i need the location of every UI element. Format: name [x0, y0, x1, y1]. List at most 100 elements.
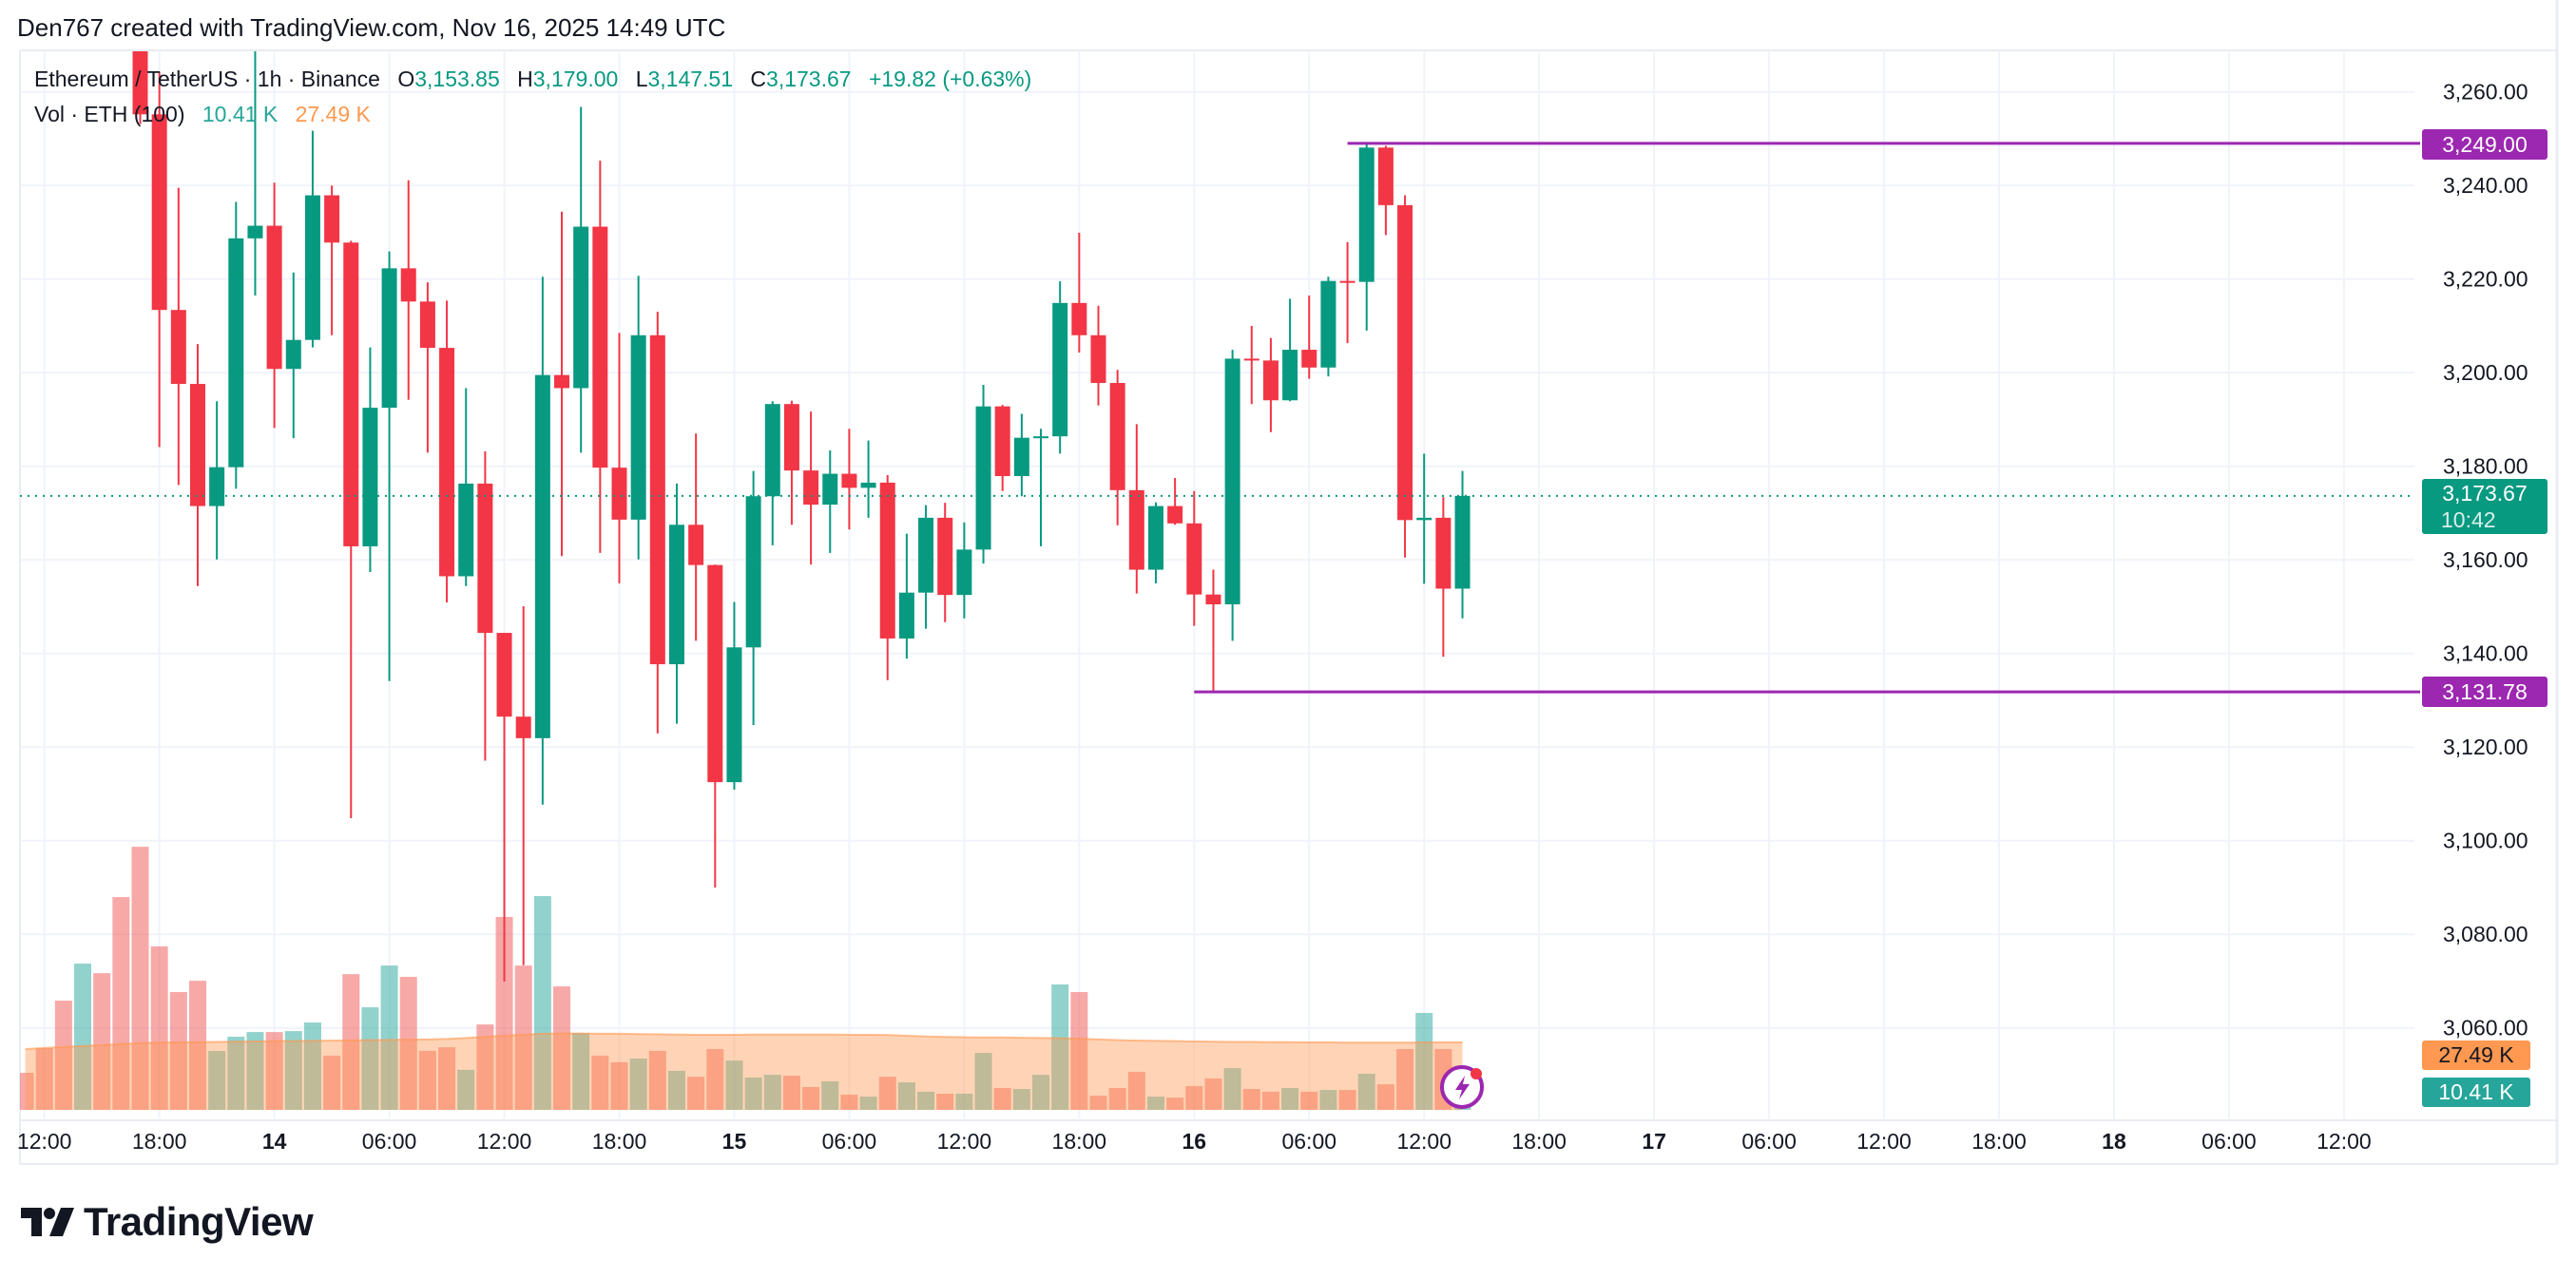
volume-bar [802, 1086, 820, 1110]
volume-bar [1185, 1085, 1203, 1110]
volume-bar [610, 1061, 628, 1110]
volume-bar [20, 1073, 34, 1110]
volume-bar [840, 1094, 858, 1110]
candle-body [266, 225, 282, 370]
candle-body [324, 195, 340, 243]
volume-bar [782, 1076, 800, 1110]
time-tick-label: 12:00 [2316, 1129, 2372, 1154]
candle [1397, 195, 1413, 558]
volume-bar [380, 965, 398, 1110]
close-value: 3,173.67 [766, 67, 852, 91]
candle-body [975, 406, 991, 550]
volume-bar [495, 916, 513, 1110]
time-tick-label: 12:00 [477, 1129, 532, 1154]
price-axis-labels: 3,249.00 3,173.67 10:42 3,131.78 27.49 K… [2422, 129, 2547, 1107]
candle [1358, 143, 1375, 331]
candle [439, 300, 455, 603]
candle [649, 312, 665, 734]
symbol-title[interactable]: Ethereum / TetherUS · 1h · Binance [34, 67, 380, 91]
vol-label-bg [2422, 1078, 2530, 1107]
candle [400, 180, 416, 400]
candle-body [1205, 594, 1221, 604]
time-tick-label: 12:00 [1856, 1129, 1912, 1154]
candle [841, 429, 857, 530]
volume-bar [1166, 1098, 1184, 1110]
volume-bar [93, 973, 111, 1110]
candle-body [745, 496, 761, 648]
price-tick-label: 3,160.00 [2443, 547, 2528, 572]
candle-body [611, 468, 627, 520]
volume-bar [246, 1032, 264, 1110]
tradingview-logo[interactable]: TradingView [21, 1199, 314, 1245]
candle [266, 182, 282, 429]
candle [745, 470, 761, 726]
price-tick-label: 3,240.00 [2443, 173, 2528, 198]
time-axis[interactable]: 12:00 18:00 14 06:00 12:00 18:00 15 06:00 12:00 1… [17, 1129, 2372, 1154]
candle [1224, 350, 1240, 641]
volume-bar [1281, 1088, 1299, 1110]
candle-body [151, 114, 167, 311]
candle-body [1071, 302, 1087, 335]
candle-body [1282, 350, 1298, 401]
time-tick-label: 12:00 [17, 1129, 72, 1154]
candle [209, 401, 225, 560]
price-tick-label: 3,200.00 [2443, 360, 2528, 385]
candle-body [343, 242, 359, 546]
candle [1013, 413, 1029, 497]
candle [1128, 424, 1144, 594]
lightning-icon[interactable] [1440, 1065, 1484, 1109]
volume-bar [74, 964, 92, 1110]
price-axis[interactable]: 3,260.00 3,240.00 3,220.00 3,200.00 3,180.00… [2443, 80, 2528, 1040]
candle [1282, 298, 1298, 402]
candle [1052, 281, 1068, 454]
candle [994, 405, 1010, 491]
volume-bar [1223, 1068, 1241, 1110]
candle-body [554, 374, 570, 389]
volume-bar [418, 1051, 436, 1110]
time-tick-label: 06:00 [2201, 1129, 2257, 1154]
price-tick-label: 3,080.00 [2443, 922, 2528, 946]
candle [381, 251, 397, 681]
candle-body [1454, 495, 1471, 589]
candle [1090, 305, 1106, 406]
candle [1454, 470, 1471, 619]
volume-bar [284, 1031, 302, 1110]
low-line-label: 3,131.78 [2442, 679, 2528, 704]
candle-body [1435, 517, 1451, 589]
volume-bar [188, 981, 206, 1110]
candle-body [515, 716, 531, 738]
price-tick-label: 3,220.00 [2443, 267, 2528, 292]
time-tick-label: 18:00 [132, 1129, 187, 1154]
candle-body [1320, 280, 1336, 368]
candle-body [630, 334, 646, 520]
candle-body [898, 592, 914, 639]
volume-bar [1319, 1090, 1337, 1110]
candle-body [1224, 358, 1240, 604]
candle-body [1013, 437, 1029, 477]
volume-bar [1415, 1012, 1433, 1110]
volume-title[interactable]: Vol · ETH (100) [34, 102, 185, 126]
candle [132, 51, 148, 124]
candle-body [1262, 360, 1278, 401]
candle-body [170, 310, 186, 385]
candle [1109, 370, 1125, 525]
candle-body [1186, 523, 1202, 595]
volume-bar [438, 1047, 456, 1110]
change-value: +19.82 (+0.63%) [868, 67, 1032, 91]
candle-body [918, 517, 934, 593]
volume-bar [1376, 1084, 1394, 1110]
volume-ma-line [25, 1032, 1463, 1050]
candle-body [1301, 350, 1317, 368]
volume-bar [993, 1088, 1011, 1110]
candle-body [841, 473, 857, 488]
candle-body [381, 268, 397, 409]
open-value: 3,153.85 [414, 67, 500, 91]
volume-bar [1300, 1091, 1318, 1110]
candle [1243, 325, 1259, 405]
vol-ma-label: 27.49 K [2438, 1042, 2514, 1067]
candle [228, 201, 244, 489]
candle [937, 503, 953, 622]
volume-bar [1204, 1078, 1222, 1110]
candle [534, 277, 550, 805]
